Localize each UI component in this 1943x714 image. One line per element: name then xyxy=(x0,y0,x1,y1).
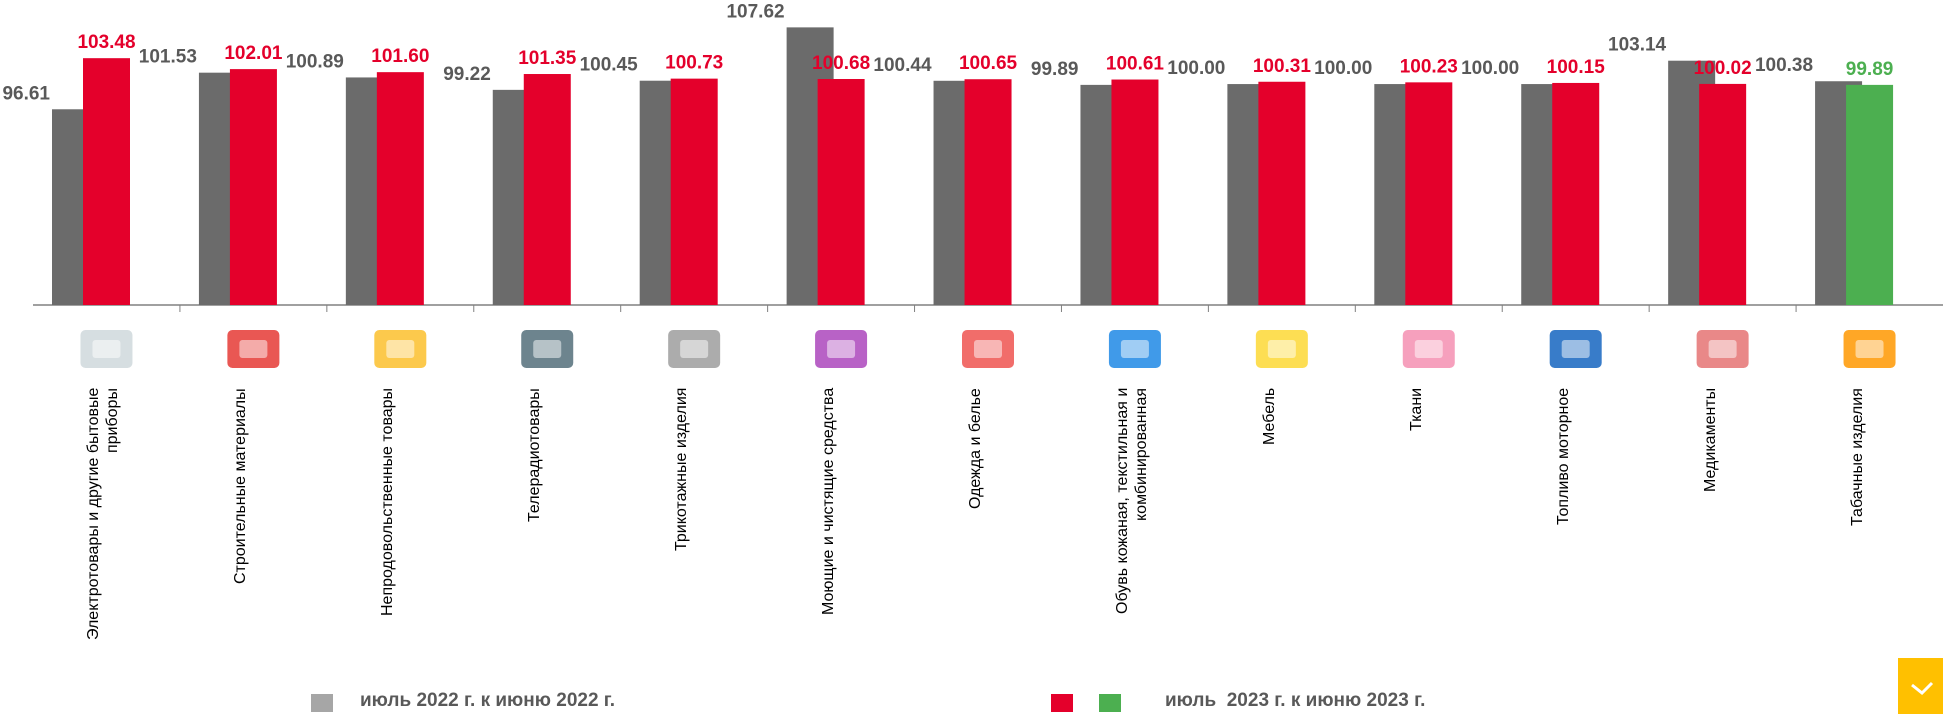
category-icon-detail xyxy=(1414,340,1443,358)
bar xyxy=(1405,82,1453,305)
category-label: Строительные материалы xyxy=(232,388,250,584)
legend-label: июль 2022 г. к июню 2022 г. xyxy=(360,690,616,711)
category-icon-detail xyxy=(1708,340,1737,358)
category-label: Непродовольственные товары xyxy=(379,388,397,617)
bar xyxy=(670,78,718,305)
value-label: 100.15 xyxy=(1547,57,1606,78)
value-label: 100.68 xyxy=(812,53,870,74)
legend-swatch xyxy=(1051,694,1073,712)
value-label: 99.89 xyxy=(1031,59,1079,80)
category-icon-detail xyxy=(974,340,1002,358)
category-label: Трикотажные изделия xyxy=(673,388,691,552)
category-label: Мебель xyxy=(1260,388,1278,446)
value-label: 102.01 xyxy=(224,43,283,64)
bar xyxy=(1258,81,1306,305)
value-label: 101.60 xyxy=(371,46,429,67)
category-label: Топливо моторное xyxy=(1554,388,1572,526)
value-label: 101.35 xyxy=(518,48,577,69)
value-label: 100.00 xyxy=(1167,58,1225,79)
value-label: 100.61 xyxy=(1106,54,1165,75)
bar xyxy=(817,79,865,305)
bar xyxy=(1699,83,1747,305)
value-label: 100.00 xyxy=(1314,58,1372,79)
category-icon-detail xyxy=(1267,340,1296,358)
value-label: 101.53 xyxy=(139,47,197,68)
category-label: Телерадиотовары xyxy=(526,388,544,522)
value-label: 99.22 xyxy=(443,64,491,85)
value-label: 100.89 xyxy=(286,51,344,72)
category-icon-detail xyxy=(533,340,562,358)
value-label: 100.65 xyxy=(959,53,1018,74)
category-icon-detail xyxy=(92,340,121,358)
category-label: Медикаменты xyxy=(1701,388,1719,493)
category-icon-detail xyxy=(827,340,856,358)
category-label: Ткани xyxy=(1407,388,1425,432)
bar xyxy=(1552,82,1600,305)
value-label: 96.61 xyxy=(2,83,50,104)
nav-arrow[interactable] xyxy=(1911,681,1934,696)
category-icon-detail xyxy=(680,340,709,358)
legend-label: июль 2023 г. к июню 2023 г. xyxy=(1165,690,1426,711)
value-label: 100.02 xyxy=(1694,58,1752,79)
value-label: 100.31 xyxy=(1253,56,1312,77)
value-label: 99.89 xyxy=(1846,59,1894,80)
value-label: 100.44 xyxy=(873,55,932,76)
legend-swatch xyxy=(311,694,333,712)
value-label: 100.45 xyxy=(580,55,639,76)
value-label: 100.73 xyxy=(665,53,723,74)
value-label: 107.62 xyxy=(726,1,784,22)
category-icon-detail xyxy=(1561,340,1590,358)
bar xyxy=(83,58,130,305)
category-icon-detail xyxy=(1855,340,1884,358)
bar xyxy=(376,72,424,305)
category-icon-detail xyxy=(1120,340,1149,358)
bar xyxy=(964,79,1012,305)
bar xyxy=(1846,84,1894,305)
nav-corner[interactable] xyxy=(1898,658,1943,714)
value-label: 103.48 xyxy=(77,32,135,53)
value-label: 100.23 xyxy=(1400,56,1458,77)
category-label: Моющие и чистящие средства xyxy=(820,388,838,616)
value-label: 100.00 xyxy=(1461,58,1519,79)
category-label: Обувь кожаная, текстильная и комбинирова… xyxy=(1113,388,1150,615)
bar xyxy=(229,69,277,305)
category-icon-detail xyxy=(386,340,415,358)
category-label: Одежда и белье xyxy=(967,388,984,509)
bar xyxy=(523,74,571,305)
legend-swatch xyxy=(1099,694,1121,712)
category-icon-detail xyxy=(239,340,268,358)
value-label: 100.38 xyxy=(1755,55,1813,76)
value-label: 103.14 xyxy=(1608,35,1667,56)
bar xyxy=(1111,79,1159,306)
category-label: Табачные изделия xyxy=(1848,388,1866,526)
category-label: Электротовары и другие бытовые приборы xyxy=(85,388,122,641)
